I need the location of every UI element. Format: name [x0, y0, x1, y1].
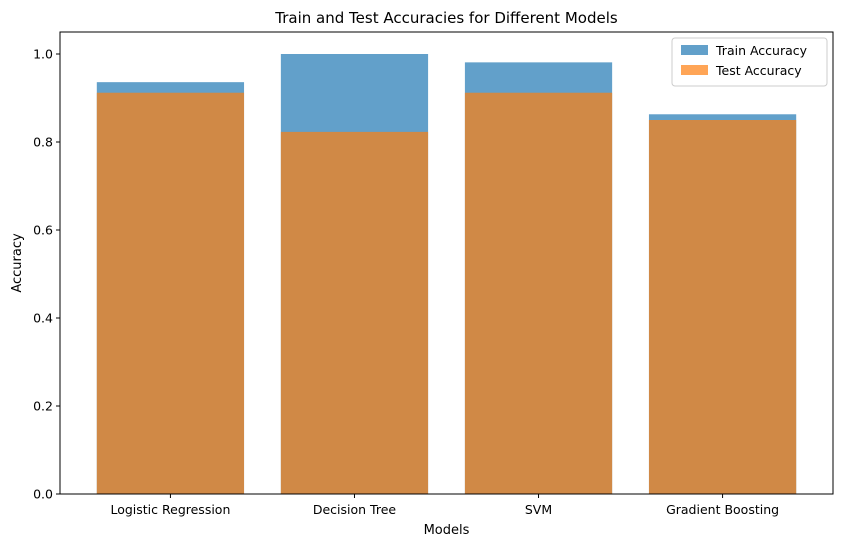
legend-swatch-test [681, 65, 708, 75]
bar-test-0 [96, 92, 245, 494]
legend-label-train: Train Accuracy [715, 43, 808, 58]
plot-frame [59, 31, 834, 495]
bars-group [96, 54, 797, 495]
y-tick-label: 0.0 [33, 487, 53, 502]
bar-test-3 [648, 120, 797, 494]
y-tick-label: 0.2 [33, 399, 53, 414]
x-tick-label: SVM [525, 502, 552, 517]
y-tick-label: 0.4 [33, 311, 53, 326]
y-tick-label: 0.6 [33, 223, 53, 238]
y-tick-label: 0.8 [33, 135, 53, 150]
bar-test-2 [464, 92, 613, 494]
y-axis-title: Accuracy [10, 233, 25, 293]
x-axis: Logistic Regression Decision Tree SVM Gradi… [110, 494, 779, 517]
x-tick-label: Logistic Regression [110, 502, 230, 517]
legend-frame [671, 37, 828, 87]
legend: Train Accuracy Test Accuracy [671, 37, 828, 87]
legend-swatch-train [681, 45, 708, 55]
bar-test-1 [280, 131, 429, 494]
x-axis-title: Models [424, 523, 470, 538]
y-tick-label: 1.0 [33, 47, 53, 62]
x-tick-label: Gradient Boosting [666, 502, 779, 517]
legend-label-test: Test Accuracy [715, 63, 802, 78]
y-axis: 0.0 0.2 0.4 0.6 0.8 1.0 [33, 47, 60, 502]
x-tick-label: Decision Tree [313, 502, 397, 517]
chart-title: Train and Test Accuracies for Different … [274, 9, 618, 27]
